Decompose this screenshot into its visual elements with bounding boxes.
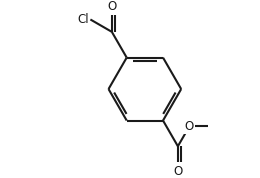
Text: O: O [173,165,183,178]
Text: O: O [185,120,194,133]
Text: O: O [107,0,116,13]
Text: Cl: Cl [77,13,89,26]
